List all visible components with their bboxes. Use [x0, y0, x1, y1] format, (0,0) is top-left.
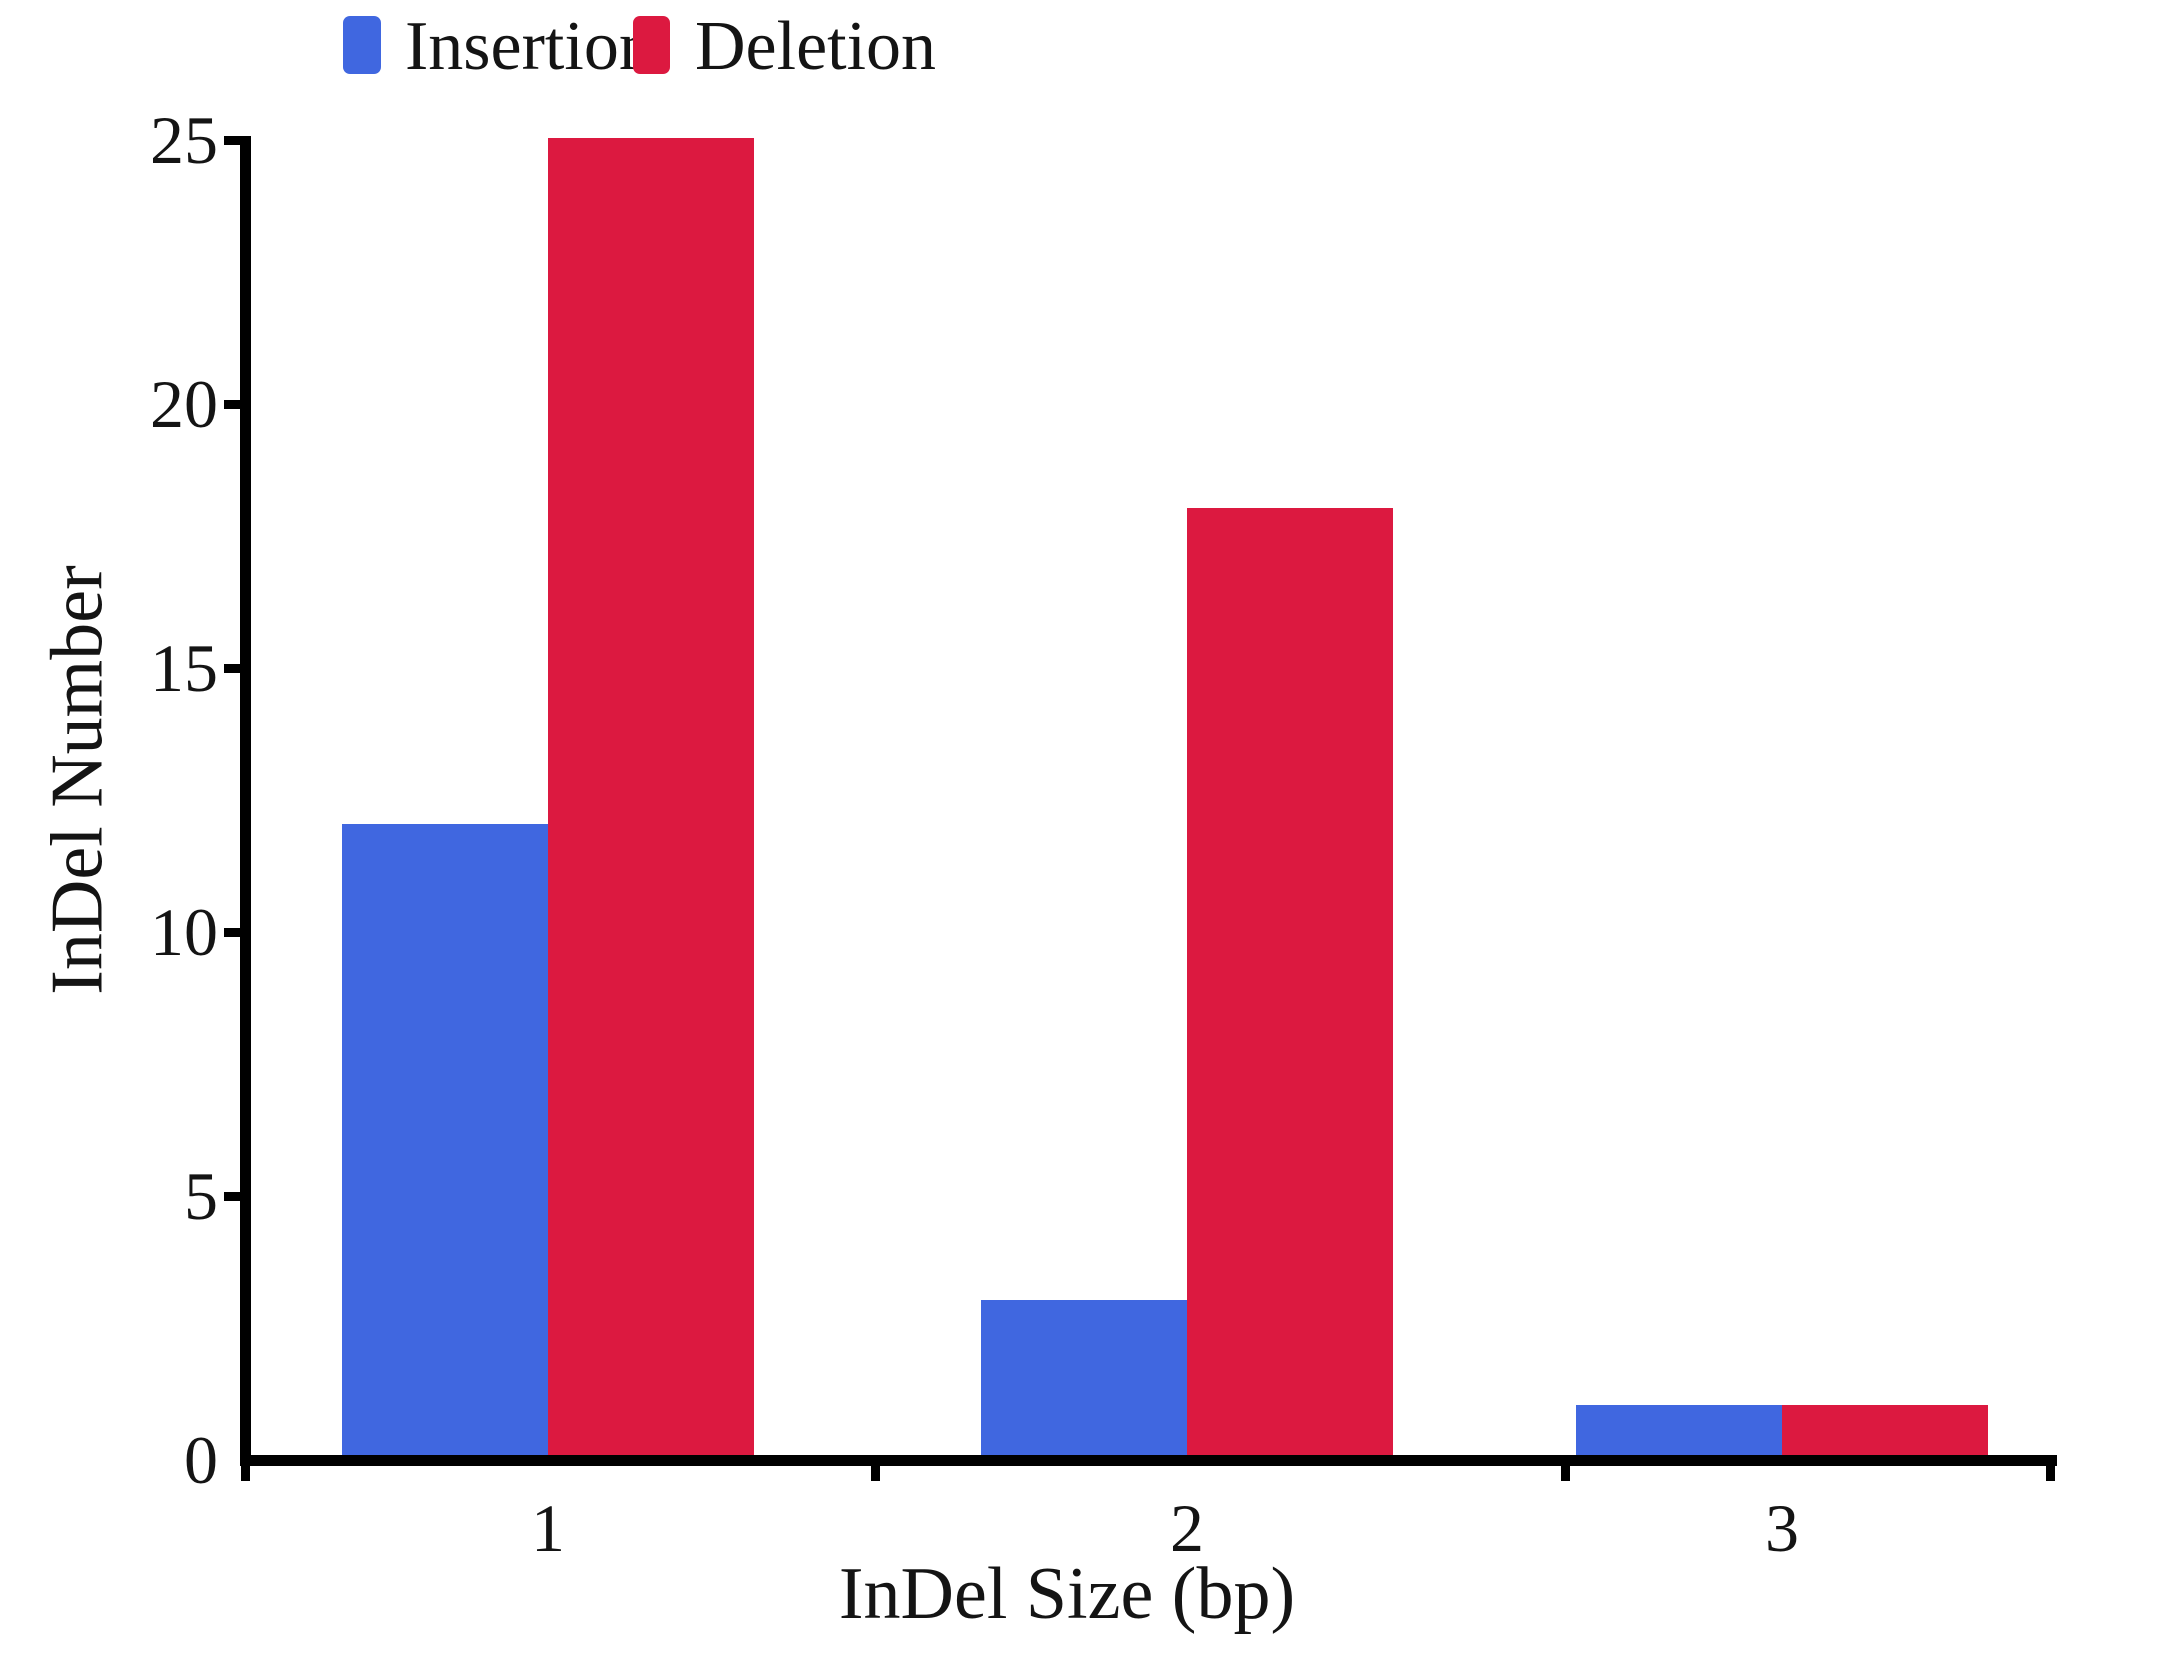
y-tick-label-0: 0	[184, 1422, 218, 1498]
x-category-label-2: 2	[1170, 1490, 1204, 1566]
x-axis-line	[240, 1455, 2057, 1466]
y-tick-25	[224, 136, 240, 145]
y-tick-label-20: 20	[150, 366, 218, 442]
x-tick-1	[871, 1465, 880, 1481]
bar-insertion-3	[1576, 1405, 1782, 1458]
y-tick-label-25: 25	[150, 102, 218, 178]
x-category-label-1: 1	[531, 1490, 565, 1566]
bar-insertion-1	[342, 824, 548, 1458]
x-category-label-3: 3	[1765, 1490, 1799, 1566]
x-tick-0	[241, 1465, 250, 1481]
y-axis-title: InDel Number	[36, 565, 119, 995]
x-tick-2	[1561, 1465, 1570, 1481]
y-tick-20	[224, 400, 240, 409]
bar-deletion-2	[1187, 508, 1393, 1458]
y-tick-label-5: 5	[184, 1158, 218, 1234]
legend-swatch-deletion	[633, 16, 670, 74]
bar-deletion-3	[1782, 1405, 1988, 1458]
y-tick-15	[224, 664, 240, 673]
y-tick-label-15: 15	[150, 630, 218, 706]
bar-deletion-1	[548, 138, 754, 1458]
bar-insertion-2	[981, 1300, 1187, 1458]
legend-label-deletion: Deletion	[695, 8, 937, 85]
y-tick-label-10: 10	[150, 894, 218, 970]
y-tick-10	[224, 928, 240, 937]
x-tick-3	[2046, 1465, 2055, 1481]
legend-label-insertion: Insertion	[405, 8, 654, 85]
legend-swatch-insertion	[343, 16, 381, 74]
y-axis-line	[240, 136, 251, 1466]
y-tick-5	[224, 1192, 240, 1201]
x-axis-title: InDel Size (bp)	[838, 1553, 1296, 1635]
